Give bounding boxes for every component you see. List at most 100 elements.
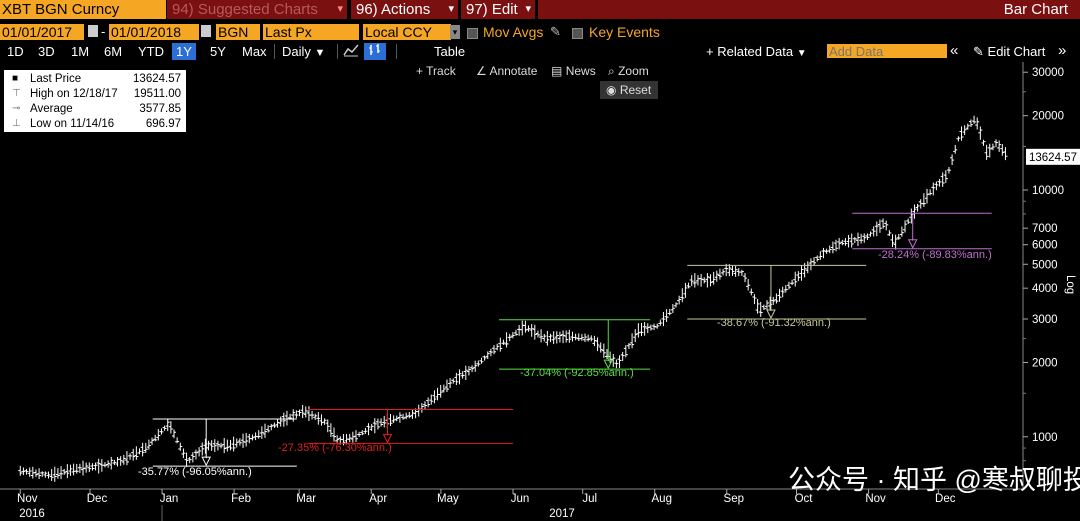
ohlc-bar xyxy=(441,384,446,393)
ohlc-bar xyxy=(372,418,377,434)
ohlc-bar xyxy=(925,188,930,204)
bar-chart-title: Bar Chart xyxy=(1003,1,1068,18)
ohlc-bar xyxy=(256,430,261,439)
table-button[interactable]: Table xyxy=(434,44,466,59)
ohlc-bar xyxy=(648,324,653,331)
ohlc-bar xyxy=(84,462,89,473)
period-button-1d[interactable]: 1D xyxy=(7,44,24,59)
ohlc-bar xyxy=(269,423,274,431)
collapse-right-icon[interactable]: » xyxy=(1058,42,1067,59)
start-date-field[interactable]: 01/01/2017 xyxy=(0,24,84,40)
reset-button[interactable]: ◉ Reset xyxy=(600,81,658,99)
ohlc-bar xyxy=(96,458,101,474)
ohlc-bar xyxy=(46,471,51,479)
period-button-1m[interactable]: 1M xyxy=(71,44,90,59)
collapse-left-icon[interactable]: « xyxy=(950,42,959,59)
ohlc-bar xyxy=(275,419,280,428)
line-chart-icon[interactable] xyxy=(343,43,361,60)
end-calendar-icon[interactable] xyxy=(201,25,211,37)
bar-chart-icon[interactable] xyxy=(364,43,386,60)
period-button-max[interactable]: Max xyxy=(242,44,267,59)
currency-chevron-down-icon[interactable]: ▾ xyxy=(450,25,460,39)
title-bar: XBT BGN Curncy 94) Suggested Charts ▾ 96… xyxy=(0,0,1080,19)
ohlc-bar xyxy=(739,269,744,276)
period-button-5y[interactable]: 5Y xyxy=(210,44,226,59)
ohlc-bar xyxy=(981,139,986,146)
ohlc-bar xyxy=(423,401,428,409)
divider xyxy=(396,44,397,59)
edit-chart-button[interactable]: ✎ Edit Chart xyxy=(973,43,1045,60)
related-data-button[interactable]: + Related Data ▼ xyxy=(706,43,807,60)
pencil-icon[interactable]: ✎ xyxy=(550,24,561,39)
ohlc-bar xyxy=(987,143,992,158)
ohlc-bar xyxy=(542,333,547,342)
ohlc-bar xyxy=(410,409,415,419)
ohlc-bar xyxy=(884,220,889,231)
start-calendar-icon[interactable] xyxy=(88,25,98,37)
mov-avgs-label[interactable]: Mov Avgs xyxy=(483,24,544,40)
frequency-select[interactable]: Daily ▼ xyxy=(282,43,325,60)
ohlc-bar xyxy=(476,360,481,367)
legend-label: Last Price xyxy=(30,73,82,85)
related-data-chevron-down-icon: ▼ xyxy=(796,48,807,59)
ohlc-bar xyxy=(818,251,823,260)
ohlc-bar xyxy=(24,468,29,475)
source-field[interactable]: BGN xyxy=(216,24,260,40)
drawdown-label: -28.24% (-89.83%ann.) xyxy=(878,249,992,261)
add-data-input[interactable] xyxy=(827,44,947,58)
ohlc-bar xyxy=(686,282,691,289)
legend-label: Average xyxy=(30,103,73,115)
ohlc-bar xyxy=(237,438,242,446)
reset-icon: ◉ xyxy=(606,83,617,97)
x-tick-label: Dec xyxy=(935,493,956,505)
ohlc-bar xyxy=(733,266,738,277)
ohlc-bar xyxy=(495,343,500,351)
ohlc-bar xyxy=(200,442,205,456)
ohlc-bar xyxy=(940,172,945,187)
period-button-1y[interactable]: 1Y xyxy=(172,43,196,60)
currency-select[interactable]: Local CCY xyxy=(363,24,451,40)
ohlc-bar xyxy=(175,437,180,444)
legend-box: ■ Last Price 13624.57 ⊤ High on 12/18/17 1951… xyxy=(4,70,186,132)
key-events-label[interactable]: Key Events xyxy=(589,24,660,40)
ohlc-bar xyxy=(589,335,594,342)
period-button-3d[interactable]: 3D xyxy=(38,44,55,59)
news-button[interactable]: ▤ News xyxy=(551,63,596,79)
period-button-6m[interactable]: 6M xyxy=(104,44,123,59)
end-date-field[interactable]: 01/01/2018 xyxy=(109,24,199,40)
frequency-chevron-down-icon: ▼ xyxy=(314,47,326,59)
ohlc-bar xyxy=(391,415,396,423)
edit-button[interactable]: 97) Edit ▾ xyxy=(461,0,535,19)
ohlc-bar xyxy=(184,452,189,467)
period-button-ytd[interactable]: YTD xyxy=(138,44,164,59)
ohlc-bar xyxy=(950,154,955,166)
ohlc-bar xyxy=(303,406,308,418)
ohlc-bar xyxy=(404,412,409,420)
ohlc-bar xyxy=(639,322,644,337)
ohlc-bar xyxy=(793,271,798,287)
ohlc-bar xyxy=(727,264,732,277)
related-data-label: + Related Data xyxy=(706,44,794,59)
legend-value: 13624.57 xyxy=(133,73,181,85)
ohlc-bar xyxy=(225,439,230,452)
ohlc-bar xyxy=(203,438,208,454)
ohlc-bar xyxy=(972,115,977,124)
drawdown-annotation: -35.77% (-96.05%ann.) xyxy=(138,418,297,478)
ohlc-bar xyxy=(699,273,704,287)
ohlc-bar xyxy=(397,412,402,423)
ohlc-bar xyxy=(526,325,531,332)
track-button[interactable]: + Track xyxy=(416,63,456,79)
mov-avgs-checkbox[interactable] xyxy=(467,28,478,39)
actions-button[interactable]: 96) Actions ▾ xyxy=(351,0,458,19)
ohlc-bar xyxy=(586,334,591,342)
field-select[interactable]: Last Px xyxy=(263,24,359,40)
ohlc-bar xyxy=(457,369,462,385)
key-events-checkbox[interactable] xyxy=(572,28,583,39)
ticker-field[interactable]: XBT BGN Curncy xyxy=(0,0,166,19)
suggested-charts-button[interactable]: 94) Suggested Charts ▾ xyxy=(167,0,347,19)
zoom-button[interactable]: ⌕ Zoom xyxy=(608,63,649,79)
annotate-button[interactable]: ∠ Annotate xyxy=(476,63,537,79)
ohlc-bar xyxy=(197,447,202,457)
legend-label: High on 12/18/17 xyxy=(30,88,118,100)
